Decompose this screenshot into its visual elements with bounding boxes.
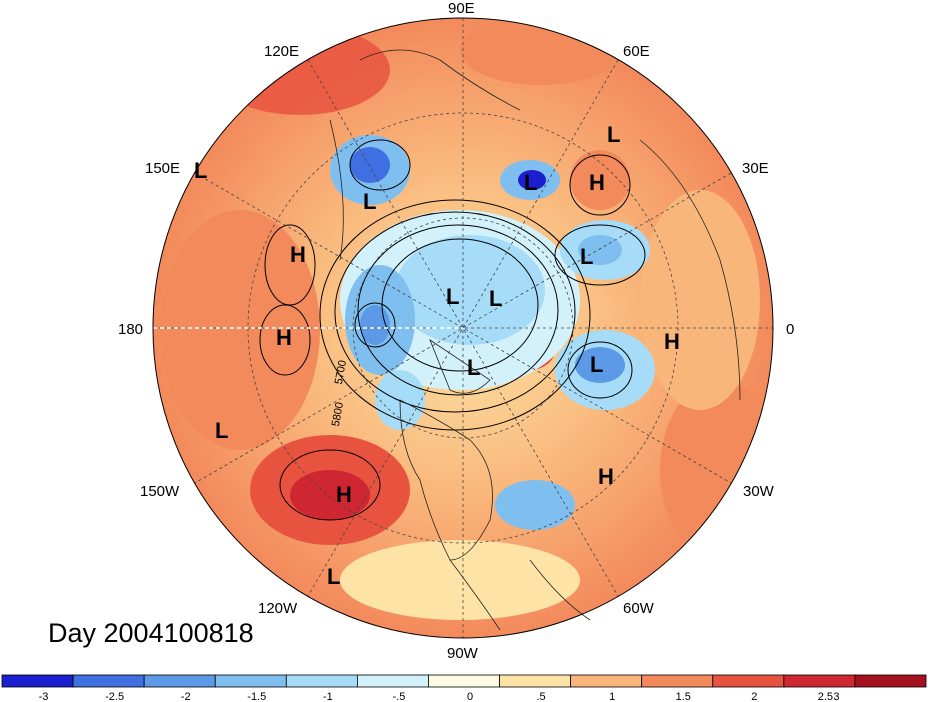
map-title: Day 2004100818 (48, 618, 254, 648)
colorbar-swatch (854, 674, 927, 688)
colorbar-tick-label: 1.5 (676, 691, 691, 702)
longitude-label-90w: 90W (447, 645, 479, 660)
colorbar-swatch (783, 674, 856, 688)
pressure-center-label: L (446, 284, 459, 309)
graticule (153, 18, 773, 638)
pressure-center-label: L (327, 564, 340, 589)
colorbar-tick-label: 2 (751, 691, 757, 702)
pressure-center-label: H (598, 464, 614, 489)
pressure-center-label: L (580, 244, 593, 269)
colorbar-swatch (570, 674, 643, 688)
colorbar-swatch (641, 674, 714, 688)
colorbar-swatch (712, 674, 785, 688)
pressure-center-label: H (290, 242, 306, 267)
longitude-label-180: 180 (118, 321, 143, 338)
colorbar-boxes (1, 674, 927, 688)
colorbar-swatch (143, 674, 216, 688)
pressure-center-label: L (489, 286, 502, 311)
colorbar-swatch (1, 674, 74, 688)
contour-label: 5700 (333, 359, 349, 385)
pressure-center-label: L (467, 355, 480, 380)
pressure-center-label: L (590, 352, 603, 377)
anomaly-field (153, 18, 773, 638)
colorbar-swatch (356, 674, 429, 688)
longitude-label-150w: 150W (140, 483, 180, 500)
pressure-center-label: H (589, 170, 605, 195)
colorbar-tick-label: 3 (833, 691, 839, 702)
contour-label: 5800 (330, 401, 346, 427)
colorbar-tick-label: 1 (609, 691, 615, 702)
pressure-center-label: H (276, 325, 292, 350)
polar-stereographic-map: 5700 5800 L L H L L H L H L L H L L H L … (118, 0, 794, 660)
colorbar-tick-label: 0 (467, 691, 473, 702)
longitude-label-150e: 150E (145, 160, 180, 177)
colorbar-swatch (499, 674, 572, 688)
longitude-label-60e: 60E (623, 43, 650, 60)
longitude-label-60w: 60W (623, 600, 655, 617)
colorbar-tick-label: .5 (536, 691, 545, 702)
pressure-center-label: L (215, 418, 228, 443)
longitude-label-90e: 90E (448, 0, 475, 17)
pressure-center-label: H (664, 329, 680, 354)
geopotential-contours (259, 139, 646, 521)
colorbar-tick-label: -2.5 (105, 691, 124, 702)
pressure-center-label: L (194, 158, 207, 183)
colorbar: -3 -2.5 -2 -1.5 -1 -.5 0 .5 1 1.5 2 2.5 3 (1, 674, 927, 702)
longitude-label-0: 0 (786, 321, 794, 338)
colorbar-swatch (72, 674, 145, 688)
longitude-label-30e: 30E (742, 160, 769, 177)
longitude-label-30w: 30W (743, 483, 775, 500)
longitude-label-120e: 120E (264, 43, 299, 60)
colorbar-swatch (428, 674, 500, 688)
pressure-center-label: L (524, 170, 537, 195)
map-boundary (152, 17, 774, 639)
colorbar-labels: -3 -2.5 -2 -1.5 -1 -.5 0 .5 1 1.5 2 2.5 3 (39, 691, 840, 702)
pressure-center-label: L (607, 122, 620, 147)
colorbar-tick-label: -1.5 (247, 691, 266, 702)
colorbar-tick-label: -2 (181, 691, 191, 702)
colorbar-swatch (285, 674, 358, 688)
longitude-label-120w: 120W (258, 600, 298, 617)
colorbar-tick-label: -.5 (393, 691, 406, 702)
colorbar-swatch (214, 674, 287, 688)
colorbar-tick-label: -1 (323, 691, 333, 702)
pressure-center-label: H (336, 482, 352, 507)
pressure-center-label: L (363, 189, 376, 214)
colorbar-tick-label: 2.5 (818, 691, 833, 702)
colorbar-tick-label: -3 (39, 691, 49, 702)
